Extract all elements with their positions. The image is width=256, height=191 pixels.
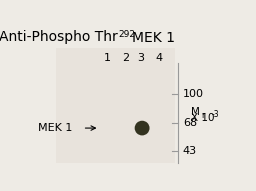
Text: 43: 43 — [183, 146, 197, 156]
Text: 100: 100 — [183, 88, 204, 99]
Text: MEK 1: MEK 1 — [132, 31, 175, 45]
Text: 4: 4 — [155, 53, 163, 63]
Text: 3: 3 — [138, 53, 145, 63]
Bar — [56, 48, 175, 163]
Text: 2: 2 — [122, 53, 129, 63]
Text: Anti-Phospho Thr: Anti-Phospho Thr — [0, 30, 117, 44]
Text: M: M — [191, 107, 200, 117]
Text: r: r — [201, 111, 204, 120]
Text: 1: 1 — [104, 53, 111, 63]
Text: 68: 68 — [183, 118, 197, 128]
Text: MEK 1: MEK 1 — [38, 123, 72, 133]
Text: X 10: X 10 — [191, 113, 214, 123]
Ellipse shape — [135, 121, 150, 135]
Text: -3: -3 — [211, 110, 219, 119]
Text: 292: 292 — [118, 30, 135, 39]
